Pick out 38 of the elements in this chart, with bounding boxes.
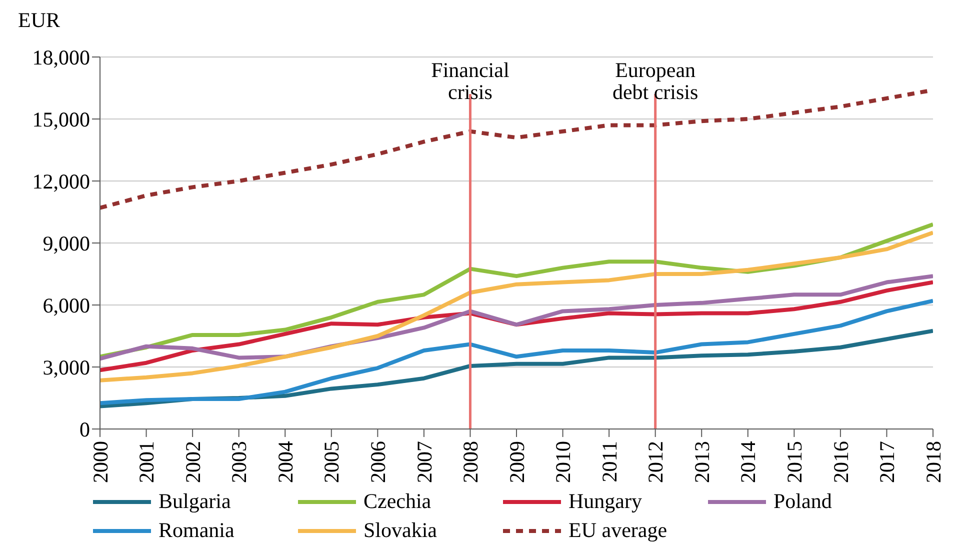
x-tick-label: 2012 <box>644 441 668 483</box>
line-series <box>100 230 933 382</box>
x-tick-label: 2013 <box>690 441 714 483</box>
x-tick-label: 2011 <box>597 441 622 482</box>
y-axis-title: EUR <box>18 8 60 33</box>
legend-label: Romania <box>158 518 234 543</box>
legend-label: Slovakia <box>364 518 437 543</box>
x-tick-label: 2009 <box>504 441 529 483</box>
line-series <box>100 298 933 406</box>
x-tick-label: 2015 <box>782 441 807 483</box>
y-tick-label: 0 <box>80 417 90 442</box>
x-tick-label: 2005 <box>320 441 344 483</box>
x-tick-label: 2006 <box>366 441 390 483</box>
y-tick-label: 3,000 <box>42 355 90 380</box>
legend-label: Bulgaria <box>158 489 231 514</box>
x-tick-label: 2016 <box>828 441 853 483</box>
legend-label: Hungary <box>568 489 642 514</box>
x-tick-label: 2002 <box>180 441 205 483</box>
x-tick-label: 2018 <box>921 441 946 483</box>
x-tick-label: 2008 <box>458 441 483 483</box>
legend-label: Poland <box>774 489 832 514</box>
x-tick-label: 2017 <box>875 441 900 483</box>
x-tick-label: 2001 <box>134 441 159 483</box>
y-tick-label: 15,000 <box>32 107 90 132</box>
y-tick-label: 12,000 <box>32 169 90 194</box>
ref-line-label: European debt crisis <box>612 58 698 104</box>
legend-label: EU average <box>568 518 668 543</box>
ref-line-label: Financial crisis <box>431 58 510 104</box>
x-tick-label: 2004 <box>273 440 298 483</box>
x-tick-label: 2010 <box>551 441 576 483</box>
y-tick-label: 18,000 <box>32 45 90 70</box>
y-tick-label: 6,000 <box>42 293 90 318</box>
x-tick-label: 2014 <box>736 440 760 483</box>
x-tick-label: 2003 <box>227 441 252 483</box>
y-tick-label: 9,000 <box>42 231 90 256</box>
x-tick-label: 2000 <box>88 441 112 483</box>
legend-label: Czechia <box>364 489 432 514</box>
x-tick-label: 2007 <box>412 441 436 483</box>
